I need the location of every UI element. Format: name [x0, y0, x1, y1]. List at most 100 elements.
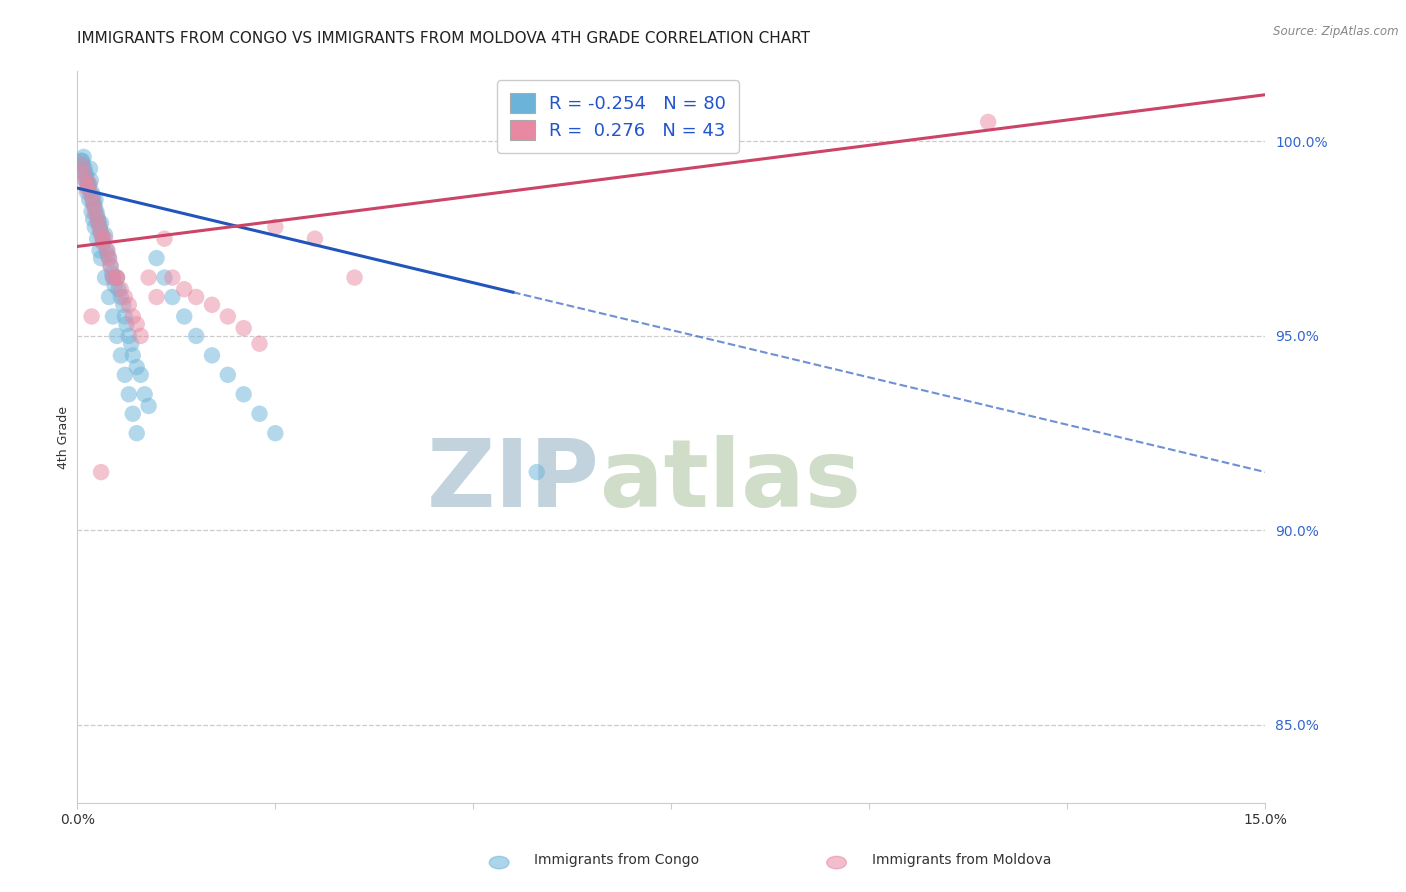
Point	[138, 270, 160, 285]
Point	[70, 153, 93, 168]
Point	[82, 196, 104, 211]
Text: Immigrants from Congo: Immigrants from Congo	[534, 853, 699, 867]
Point	[153, 270, 176, 285]
Point	[94, 227, 117, 242]
Point	[80, 173, 103, 187]
Text: IMMIGRANTS FROM CONGO VS IMMIGRANTS FROM MOLDOVA 4TH GRADE CORRELATION CHART: IMMIGRANTS FROM CONGO VS IMMIGRANTS FROM…	[77, 31, 810, 46]
Point	[112, 298, 135, 312]
Point	[90, 227, 112, 242]
Point	[105, 329, 128, 343]
Point	[82, 212, 104, 227]
Point	[76, 185, 98, 199]
Point	[76, 177, 98, 191]
Point	[91, 235, 114, 250]
Point	[304, 232, 326, 246]
Point	[79, 161, 101, 176]
Point	[77, 181, 100, 195]
Legend: R = -0.254   N = 80, R =  0.276   N = 43: R = -0.254 N = 80, R = 0.276 N = 43	[496, 80, 738, 153]
Point	[105, 270, 128, 285]
Point	[87, 216, 110, 230]
Point	[90, 227, 112, 242]
Point	[114, 290, 136, 304]
Point	[249, 336, 271, 351]
Point	[75, 173, 97, 187]
Point	[75, 169, 97, 184]
Point	[101, 267, 124, 281]
Point	[118, 387, 141, 401]
Point	[101, 270, 124, 285]
Point	[86, 208, 108, 222]
Point	[118, 298, 141, 312]
Point	[83, 201, 105, 215]
Point	[94, 270, 117, 285]
Point	[98, 251, 121, 265]
Point	[91, 232, 114, 246]
Point	[264, 426, 287, 441]
Point	[201, 298, 224, 312]
Point	[100, 259, 122, 273]
Point	[526, 465, 548, 479]
Point	[73, 165, 96, 179]
Point	[72, 158, 94, 172]
Point	[80, 310, 103, 324]
Point	[125, 318, 148, 332]
Point	[121, 407, 143, 421]
Point	[73, 150, 96, 164]
Point	[110, 282, 132, 296]
Point	[129, 329, 152, 343]
Point	[94, 232, 117, 246]
Point	[173, 310, 195, 324]
Point	[138, 399, 160, 413]
Point	[186, 329, 208, 343]
Point	[77, 177, 100, 191]
Point	[162, 290, 184, 304]
Text: Immigrants from Moldova: Immigrants from Moldova	[872, 853, 1052, 867]
Point	[125, 359, 148, 374]
Point	[129, 368, 152, 382]
Point	[110, 290, 132, 304]
Point	[101, 270, 124, 285]
Point	[70, 153, 93, 168]
Point	[89, 244, 111, 258]
Point	[96, 244, 118, 258]
Point	[134, 387, 156, 401]
Point	[502, 127, 524, 141]
Point	[121, 348, 143, 362]
Text: ZIP: ZIP	[427, 435, 600, 527]
Point	[86, 204, 108, 219]
Point	[82, 193, 104, 207]
Point	[125, 426, 148, 441]
Point	[217, 368, 239, 382]
Point	[107, 282, 129, 296]
Point	[89, 219, 111, 234]
Point	[76, 181, 98, 195]
Point	[103, 278, 125, 293]
Point	[90, 216, 112, 230]
Point	[86, 212, 108, 227]
Point	[87, 212, 110, 227]
Point	[73, 165, 96, 179]
Point	[114, 368, 136, 382]
Point	[101, 310, 124, 324]
Point	[105, 270, 128, 285]
Text: Source: ZipAtlas.com: Source: ZipAtlas.com	[1274, 25, 1399, 38]
Point	[86, 232, 108, 246]
Point	[77, 193, 100, 207]
Point	[100, 259, 122, 273]
Point	[153, 232, 176, 246]
Point	[110, 348, 132, 362]
Point	[96, 244, 118, 258]
Point	[115, 318, 138, 332]
Point	[98, 290, 121, 304]
Point	[201, 348, 224, 362]
Point	[217, 310, 239, 324]
Point	[82, 189, 104, 203]
Point	[83, 219, 105, 234]
Point	[173, 282, 195, 296]
Point	[249, 407, 271, 421]
Point	[73, 161, 96, 176]
Point	[343, 270, 366, 285]
Point	[105, 270, 128, 285]
Point	[93, 235, 115, 250]
Point	[80, 204, 103, 219]
